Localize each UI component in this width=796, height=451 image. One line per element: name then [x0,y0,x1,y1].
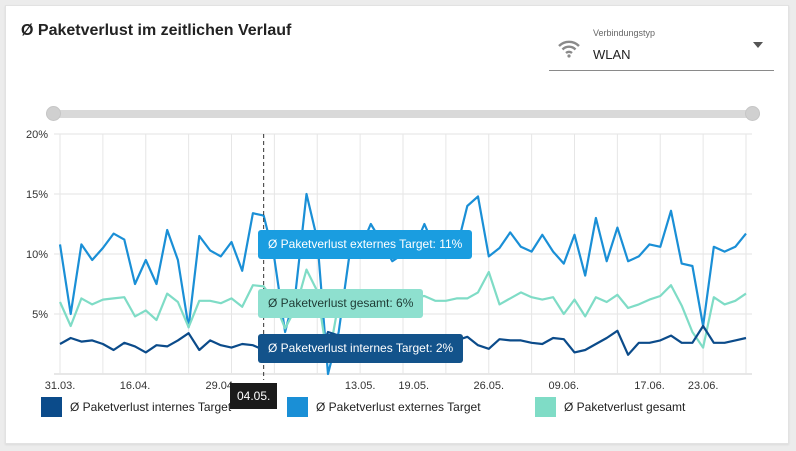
connection-type-value: WLAN [593,47,631,62]
y-tick-label: 5% [32,309,48,321]
connection-type-label: Verbindungstyp [593,28,656,38]
legend-label-externes: Ø Paketverlust externes Target [316,400,481,414]
chevron-down-icon [753,42,763,48]
y-tick-label: 10% [26,249,48,261]
tooltip-externes: Ø Paketverlust externes Target: 11% [258,230,473,259]
x-tick-label: 29.04. [205,380,236,392]
legend-swatch-externes [287,397,308,417]
slider-track[interactable] [46,110,760,118]
x-tick-label: 16.04. [120,380,151,392]
y-tick-label: 15% [26,189,48,201]
legend-label-internes: Ø Paketverlust internes Target [70,400,232,414]
wifi-icon [558,40,580,58]
x-tick-label: 19.05. [398,380,429,392]
x-tick-label: 31.03. [45,380,76,392]
slider-handle-start[interactable] [46,106,61,121]
chart-card [5,5,789,444]
x-tick-label: 23.06. [688,380,719,392]
legend-swatch-internes [41,397,62,417]
chart-title: Ø Paketverlust im zeitlichen Verlauf [21,22,292,39]
date-range-slider[interactable] [46,104,760,124]
tooltip-gesamt: Ø Paketverlust gesamt: 6% [258,289,424,318]
x-tick-label: 17.06. [634,380,665,392]
tooltip-date: 04.05. [230,383,278,409]
legend-swatch-gesamt [535,397,556,417]
y-tick-label: 20% [26,129,48,141]
x-tick-label: 13.05. [345,380,376,392]
x-tick-label: 26.05. [473,380,504,392]
slider-handle-end[interactable] [745,106,760,121]
x-tick-label: 09.06. [548,380,579,392]
tooltip-internes: Ø Paketverlust internes Target: 2% [258,334,464,363]
legend-label-gesamt: Ø Paketverlust gesamt [564,400,686,414]
connection-type-select[interactable]: Verbindungstyp WLAN [549,22,774,71]
